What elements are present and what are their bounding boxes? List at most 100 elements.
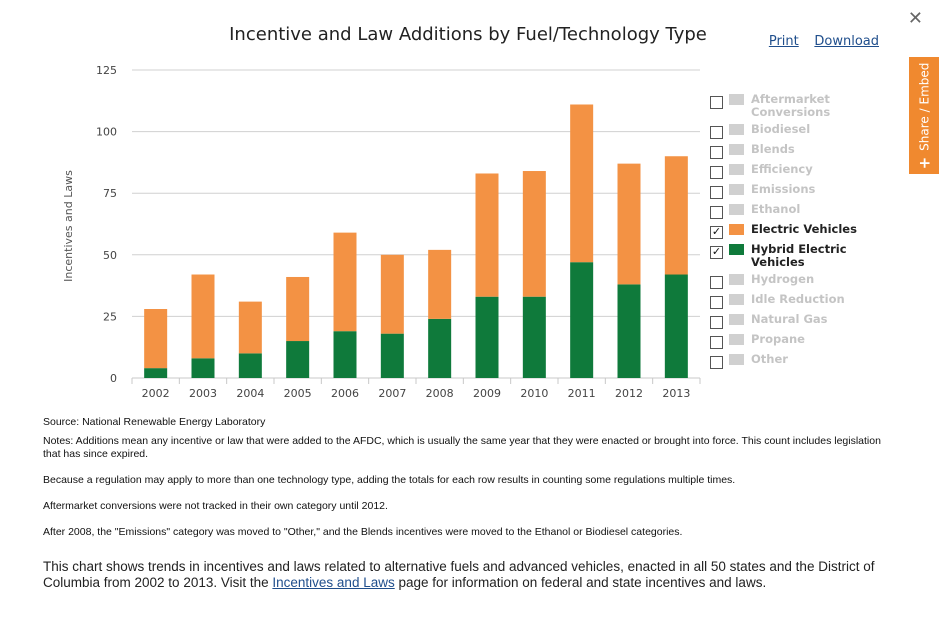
y-axis-label: Incentives and Laws bbox=[62, 170, 75, 282]
legend-label: Propane bbox=[751, 332, 805, 346]
close-icon[interactable]: ✕ bbox=[907, 8, 923, 29]
legend-swatch bbox=[729, 124, 744, 135]
legend-item-blends[interactable]: Blends bbox=[710, 143, 860, 159]
legend-item-efficiency[interactable]: Efficiency bbox=[710, 163, 860, 179]
legend-label: Hydrogen bbox=[751, 272, 815, 286]
legend-item-natural-gas[interactable]: Natural Gas bbox=[710, 313, 860, 329]
download-link[interactable]: Download bbox=[814, 34, 879, 49]
legend-checkbox[interactable] bbox=[710, 126, 723, 139]
top-links: Print Download bbox=[757, 33, 879, 49]
legend-item-electric-vehicles[interactable]: ✓ Electric Vehicles bbox=[710, 223, 860, 239]
y-tick-label: 50 bbox=[103, 249, 117, 262]
legend-label: Biodiesel bbox=[751, 122, 811, 136]
legend-checkbox[interactable] bbox=[710, 356, 723, 369]
legend-swatch bbox=[729, 314, 744, 325]
legend-swatch bbox=[729, 354, 744, 365]
y-tick-label: 0 bbox=[110, 372, 117, 385]
x-tick-label: 2008 bbox=[426, 387, 454, 400]
legend-item-hybrid-electric-vehicles[interactable]: ✓ Hybrid Electric Vehicles bbox=[710, 243, 860, 269]
note-aftermarket: Aftermarket conversions were not tracked… bbox=[43, 500, 388, 512]
legend-label: Aftermarket Conversions bbox=[751, 92, 831, 119]
bar-hybrid-electric-vehicles bbox=[664, 274, 688, 378]
legend-checkbox[interactable] bbox=[710, 146, 723, 159]
share-embed-tab[interactable]: + Share / Embed bbox=[909, 57, 939, 174]
legend-checkbox[interactable] bbox=[710, 336, 723, 349]
legend-label: Hybrid Electric Vehicles bbox=[751, 242, 847, 269]
legend-label: Ethanol bbox=[751, 202, 801, 216]
legend-checkbox[interactable] bbox=[710, 316, 723, 329]
note-multiple-counting: Because a regulation may apply to more t… bbox=[43, 474, 736, 486]
bar-hybrid-electric-vehicles bbox=[617, 284, 641, 378]
y-tick-label: 100 bbox=[96, 126, 117, 139]
legend-item-idle-reduction[interactable]: Idle Reduction bbox=[710, 293, 860, 309]
x-tick-label: 2006 bbox=[331, 387, 359, 400]
chart-description: This chart shows trends in incentives an… bbox=[43, 559, 883, 591]
legend-checkbox[interactable]: ✓ bbox=[710, 225, 723, 239]
source-note: Source: National Renewable Energy Labora… bbox=[43, 416, 266, 428]
bar-hybrid-electric-vehicles bbox=[428, 318, 452, 378]
bar-hybrid-electric-vehicles bbox=[144, 368, 168, 378]
x-tick-label: 2011 bbox=[568, 387, 596, 400]
legend-label: Electric Vehicles bbox=[751, 222, 857, 236]
incentives-and-laws-link[interactable]: Incentives and Laws bbox=[272, 575, 395, 590]
legend-item-other[interactable]: Other bbox=[710, 353, 860, 369]
legend-label: Other bbox=[751, 352, 788, 366]
legend-item-propane[interactable]: Propane bbox=[710, 333, 860, 349]
legend-checkbox[interactable]: ✓ bbox=[710, 245, 723, 259]
x-tick-label: 2010 bbox=[520, 387, 548, 400]
chart-title: Incentive and Law Additions by Fuel/Tech… bbox=[229, 24, 707, 45]
legend: Aftermarket Conversions Biodiesel Blends Ef… bbox=[710, 93, 860, 373]
legend-swatch bbox=[729, 144, 744, 155]
legend-checkbox[interactable] bbox=[710, 186, 723, 199]
print-link[interactable]: Print bbox=[768, 34, 799, 49]
bar-electric-vehicles bbox=[664, 156, 688, 275]
legend-swatch bbox=[729, 184, 744, 195]
bar-hybrid-electric-vehicles bbox=[522, 296, 546, 378]
bar-electric-vehicles bbox=[333, 232, 357, 332]
bar-electric-vehicles bbox=[144, 309, 168, 369]
legend-item-ethanol[interactable]: Ethanol bbox=[710, 203, 860, 219]
y-tick-label: 25 bbox=[103, 310, 117, 323]
legend-label: Efficiency bbox=[751, 162, 813, 176]
legend-item-aftermarket-conversions[interactable]: Aftermarket Conversions bbox=[710, 93, 860, 119]
bar-hybrid-electric-vehicles bbox=[191, 358, 215, 378]
legend-checkbox[interactable] bbox=[710, 206, 723, 219]
legend-checkbox[interactable] bbox=[710, 296, 723, 309]
legend-item-biodiesel[interactable]: Biodiesel bbox=[710, 123, 860, 139]
y-tick-label: 125 bbox=[96, 64, 117, 77]
legend-checkbox[interactable] bbox=[710, 96, 723, 109]
x-tick-label: 2007 bbox=[378, 387, 406, 400]
legend-checkbox[interactable] bbox=[710, 166, 723, 179]
x-tick-label: 2004 bbox=[236, 387, 264, 400]
legend-checkbox[interactable] bbox=[710, 276, 723, 289]
y-tick-label: 75 bbox=[103, 187, 117, 200]
bar-electric-vehicles bbox=[570, 104, 594, 263]
x-tick-label: 2009 bbox=[473, 387, 501, 400]
bar-hybrid-electric-vehicles bbox=[570, 262, 594, 378]
bar-electric-vehicles bbox=[238, 301, 262, 354]
legend-label: Idle Reduction bbox=[751, 292, 845, 306]
bar-electric-vehicles bbox=[191, 274, 215, 359]
bar-hybrid-electric-vehicles bbox=[333, 331, 357, 378]
legend-label: Blends bbox=[751, 142, 795, 156]
legend-swatch bbox=[729, 204, 744, 215]
legend-item-emissions[interactable]: Emissions bbox=[710, 183, 860, 199]
bar-hybrid-electric-vehicles bbox=[380, 333, 404, 378]
legend-swatch bbox=[729, 294, 744, 305]
bar-electric-vehicles bbox=[617, 163, 641, 285]
x-tick-label: 2002 bbox=[142, 387, 170, 400]
bar-hybrid-electric-vehicles bbox=[238, 353, 262, 378]
description-text: This chart shows trends in incentives an… bbox=[43, 559, 875, 590]
bar-electric-vehicles bbox=[475, 173, 499, 297]
bar-hybrid-electric-vehicles bbox=[286, 341, 310, 378]
bar-hybrid-electric-vehicles bbox=[475, 296, 499, 378]
bar-chart: 0 25 50 75 100 125 Incentives and Laws 2002 2003… bbox=[62, 64, 701, 400]
bar-electric-vehicles bbox=[380, 254, 404, 334]
legend-swatch bbox=[729, 274, 744, 285]
legend-item-hydrogen[interactable]: Hydrogen bbox=[710, 273, 860, 289]
description-text-end: page for information on federal and stat… bbox=[394, 575, 767, 590]
legend-swatch bbox=[729, 164, 744, 175]
note-additions: Notes: Additions mean any incentive or l… bbox=[43, 435, 881, 460]
legend-swatch bbox=[729, 224, 744, 235]
legend-swatch bbox=[729, 244, 744, 255]
